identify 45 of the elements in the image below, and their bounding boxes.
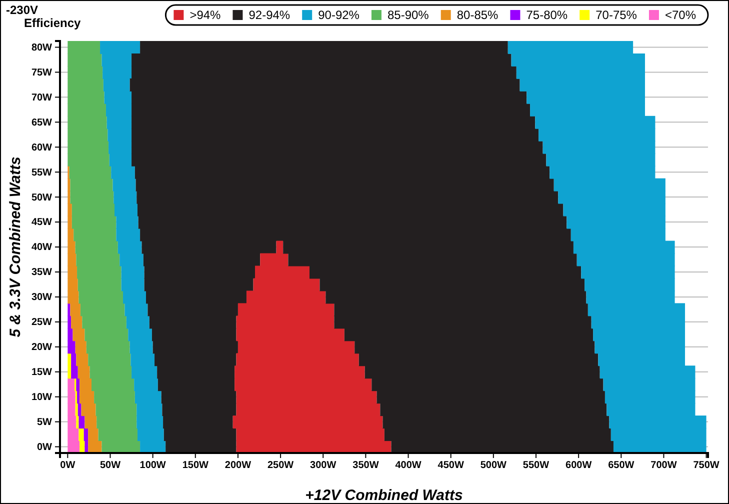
y-tick-label: 20W xyxy=(31,342,53,354)
x-tick-label: 50W xyxy=(100,460,122,472)
x-tick-label: 500W xyxy=(480,460,508,472)
x-tick-label: 350W xyxy=(352,460,380,472)
y-tick-label: 40W xyxy=(31,242,53,254)
x-axis-title: +12V Combined Watts xyxy=(305,487,463,504)
legend-label: 80-85% xyxy=(456,8,499,22)
legend-label: 85-90% xyxy=(387,8,430,22)
x-tick-label: 750W xyxy=(693,460,720,472)
legend-label: >94% xyxy=(190,8,222,22)
y-tick-label: 15W xyxy=(31,367,53,378)
chart-subtitle: Efficiency xyxy=(24,16,82,30)
y-tick-label: 0W xyxy=(37,442,53,453)
x-tick-label: 700W xyxy=(650,460,678,472)
x-tick-label: 600W xyxy=(566,460,592,472)
x-tick-label: 650W xyxy=(608,460,635,472)
legend-label: 92-94% xyxy=(248,8,290,22)
y-tick-label: 70W xyxy=(31,92,53,104)
y-tick-label: 30W xyxy=(31,292,53,304)
x-tick-label: 200W xyxy=(224,460,252,472)
y-tick-label: 60W xyxy=(31,142,53,154)
y-tick-label: 10W xyxy=(31,392,53,404)
legend-label: 90-92% xyxy=(318,8,360,22)
x-tick-label: 150W xyxy=(182,460,210,472)
x-tick-label: 250W xyxy=(267,460,294,472)
y-tick-label: 5W xyxy=(37,416,53,428)
y-tick-label: 65W xyxy=(31,117,53,128)
y-tick-label: 45W xyxy=(31,217,53,228)
x-tick-label: 450W xyxy=(438,460,464,472)
y-tick-label: 75W xyxy=(31,67,53,78)
x-tick-label: 0W xyxy=(60,460,76,472)
y-tick-label: 55W xyxy=(31,167,53,178)
y-tick-label: 50W xyxy=(31,192,53,204)
y-axis-title: 5 & 3.3V Combined Watts xyxy=(7,156,24,338)
legend-label: <70% xyxy=(664,8,696,22)
legend-label: 70-75% xyxy=(596,8,638,22)
y-tick-label: 25W xyxy=(31,317,53,328)
y-tick-label: 80W xyxy=(31,42,53,54)
y-tick-label: 35W xyxy=(31,267,53,278)
x-tick-label: 300W xyxy=(310,460,337,472)
x-tick-label: 100W xyxy=(140,460,166,472)
x-tick-label: 550W xyxy=(522,460,550,472)
chart-title: -230V xyxy=(6,3,38,17)
x-tick-label: 400W xyxy=(395,460,422,472)
legend-label: 75-80% xyxy=(526,8,568,22)
